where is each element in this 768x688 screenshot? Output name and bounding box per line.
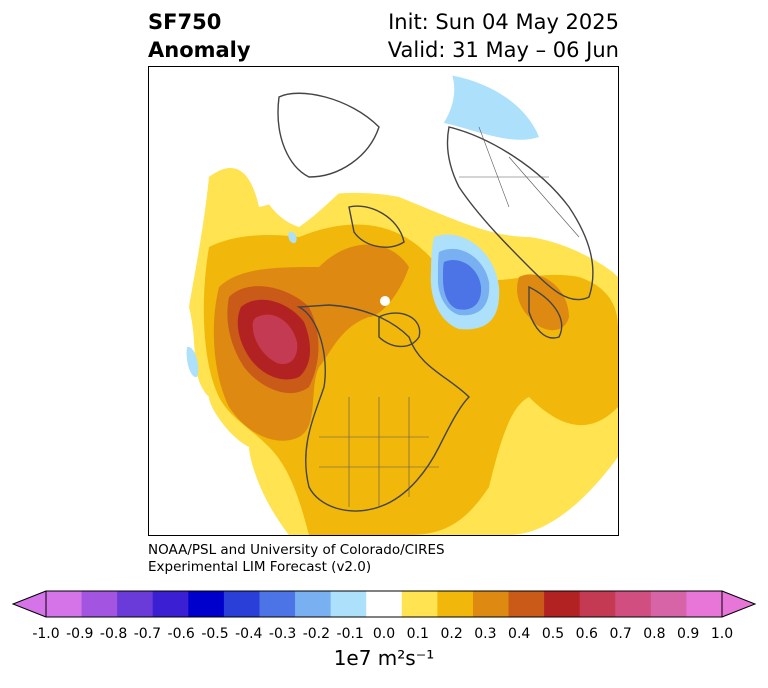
north-pole-marker [380,296,390,306]
colorbar-cell [579,591,616,617]
colorbar-tick-label: 0.7 [609,626,632,642]
colorbar-tick-label: 0.6 [575,626,598,642]
colorbar-cell [223,591,260,617]
colorbar-cell [472,591,510,617]
anomaly-fill-small-negative-2 [288,231,297,244]
colorbar-units: 1e7 m²s⁻¹ [333,646,435,670]
colorbar-cell [295,591,332,617]
coastlines [277,92,594,512]
credit-line-1: NOAA/PSL and University of Colorado/CIRE… [148,542,445,558]
political-borders [319,126,580,507]
colorbar-cell [615,591,652,617]
field-type: Anomaly [148,38,251,62]
anomaly-fill-negative-core [443,259,482,310]
colorbar-tick-label: 0.0 [372,626,396,642]
colorbar-cell [46,591,83,617]
anomaly-fill-crimson [252,314,298,365]
colorbar-cell [366,591,403,617]
anomaly-fill-strong-positive [213,244,569,441]
init-date: Init: Sun 04 May 2025 [388,10,619,34]
credit-line-2: Experimental LIM Forecast (v2.0) [148,559,372,575]
colorbar-cell [401,591,438,617]
colorbar-tick-label: 0.1 [406,626,429,642]
colorbar-tick-label: -0.6 [167,626,195,642]
colorbar-cell [81,591,118,617]
colorbar-cell [188,591,225,617]
colorbar-tick-label: -0.3 [268,626,297,642]
valid-dates: Valid: 31 May – 06 Jun [387,38,619,62]
arctic-neutral-region [247,67,455,227]
variable-name: SF750 [148,10,222,34]
colorbar-tick-label: 0.2 [440,626,463,642]
colorbar-tick-label: -1.0 [32,626,60,642]
credit-text: NOAA/PSL and University of Colorado/CIRE… [148,542,445,576]
colorbar-tick-label: -0.4 [235,626,263,642]
anomaly-fill-small-negative [186,346,199,378]
colorbar-tick-label: -0.2 [302,626,331,642]
colorbar-cell [330,591,367,617]
colorbar-tick-label: 0.5 [541,626,565,642]
map-panel [148,66,619,536]
colorbar-tick-label: -0.8 [99,626,128,642]
colorbar-tick-label: -0.7 [133,626,162,642]
colorbar-tick-label: 1.0 [710,626,734,642]
colorbar-tick-label: 0.3 [474,626,497,642]
colorbar-tick-label: 0.9 [677,626,700,642]
colorbar-cell [544,591,581,617]
colorbar-cell [650,591,687,617]
colorbar-cell [117,591,154,617]
title-right: Init: Sun 04 May 2025 Valid: 31 May – 06… [388,8,619,64]
colorbar-cell [508,591,545,617]
colorbar [11,590,757,618]
colorbar-tick-label: 0.4 [508,626,531,642]
colorbar-cell [259,591,296,617]
colorbar-outline [45,590,723,618]
colorbar-max-extend [722,591,755,617]
colorbar-tick-labels: -1.0 -0.9 -0.8 -0.7 -0.6 -0.5 -0.4 -0.3 -0.2 -0.1… [0,626,768,646]
anomaly-map [186,67,618,535]
colorbar-tick-label: -0.9 [66,626,94,642]
colorbar-arrow-outline [11,590,757,618]
colorbar-tick-label: 0.8 [643,626,666,642]
colorbar-tick-label: -0.1 [336,626,364,642]
title-left: SF750 Anomaly [148,8,251,64]
colorbar-cell [437,591,474,617]
colorbar-cell [686,591,723,617]
colorbar-min-extend [13,591,46,617]
colorbar-cell [152,591,189,617]
colorbar-tick-label: -0.5 [201,626,229,642]
